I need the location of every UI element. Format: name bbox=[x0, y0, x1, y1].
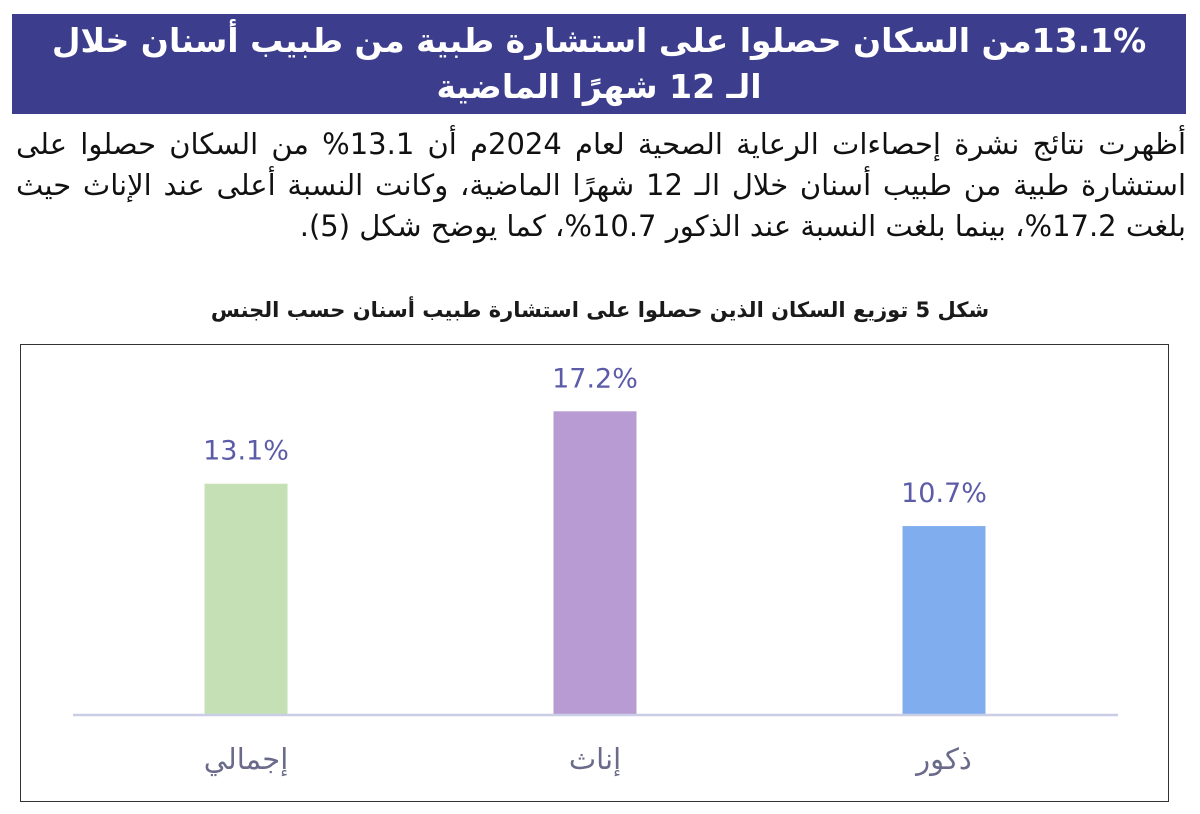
description-paragraph: أظهرت نتائج نشرة إحصاءات الرعاية الصحية … bbox=[16, 127, 1186, 243]
bar-chart: 13.1% إجمالي 17.2% إناث 10.7% ذكور bbox=[73, 363, 1118, 777]
chart-frame: 13.1% إجمالي 17.2% إناث 10.7% ذكور bbox=[20, 344, 1169, 802]
title-banner: 13.1%من السكان حصلوا على استشارة طبية من… bbox=[12, 14, 1186, 114]
category-label-0: إجمالي bbox=[204, 742, 289, 777]
chart-title: شكل 5 توزيع السكان الذين حصلوا على استشا… bbox=[210, 298, 990, 322]
data-label-2: 10.7% bbox=[901, 478, 987, 509]
category-label-1: إناث bbox=[569, 742, 621, 777]
bar-1 bbox=[553, 411, 637, 715]
page-title: 13.1%من السكان حصلوا على استشارة طبية من… bbox=[51, 21, 1147, 106]
data-label-0: 13.1% bbox=[203, 436, 289, 467]
category-label-2: ذكور bbox=[914, 742, 972, 776]
data-label-1: 17.2% bbox=[552, 363, 638, 394]
bar-2 bbox=[902, 526, 986, 715]
bar-0 bbox=[204, 483, 288, 715]
